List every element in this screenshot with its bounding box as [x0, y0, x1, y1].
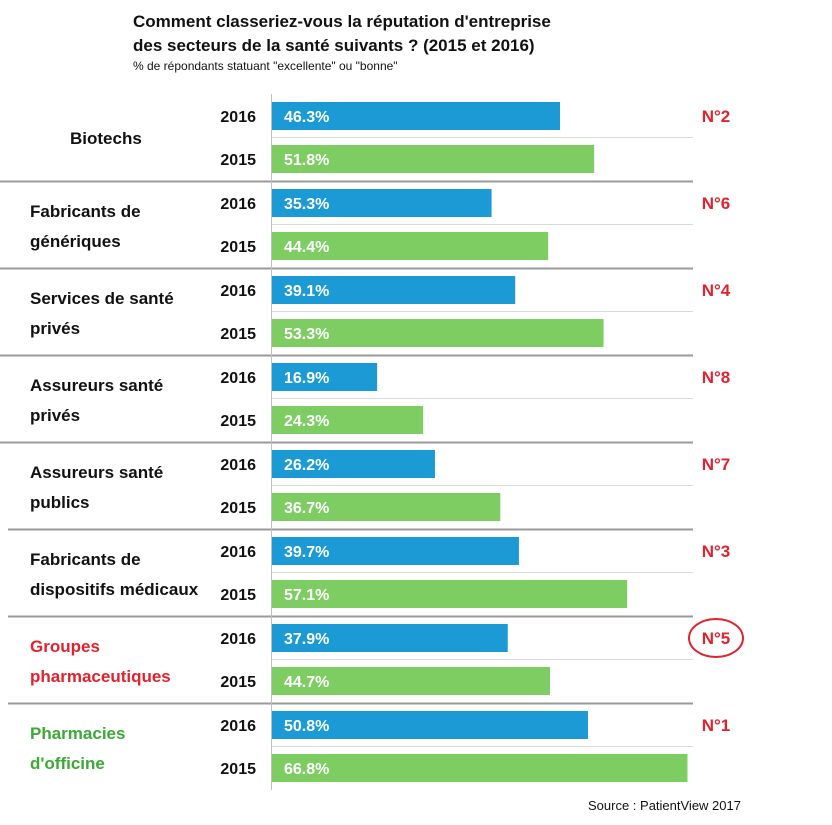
bar-2016 — [272, 450, 435, 478]
bar-value-label: 46.3% — [284, 109, 329, 126]
year-label: 2016 — [220, 631, 256, 648]
year-label: 2015 — [220, 152, 256, 169]
year-label: 2015 — [220, 326, 256, 343]
bar-value-label: 35.3% — [284, 196, 329, 213]
rank-label: N°8 — [702, 368, 731, 387]
category-label: génériques — [30, 232, 121, 251]
bar-value-label: 26.2% — [284, 457, 329, 474]
year-label: 2016 — [220, 544, 256, 561]
bar-value-label: 53.3% — [284, 326, 329, 343]
bar-2015 — [272, 232, 549, 260]
category-label: Fabricants de — [30, 202, 141, 221]
year-label: 2016 — [220, 718, 256, 735]
title-block: Comment classeriez-vous la réputation d'… — [133, 10, 733, 74]
bar-2016 — [272, 189, 492, 217]
bar-value-label: 44.4% — [284, 239, 329, 256]
bar-value-label: 24.3% — [284, 413, 329, 430]
category-label: dispositifs médicaux — [30, 580, 199, 599]
category-label: Assureurs santé — [30, 376, 163, 395]
bar-2015 — [272, 145, 595, 173]
bar-value-label: 50.8% — [284, 718, 329, 735]
bar-2016 — [272, 102, 560, 130]
bar-2016 — [272, 537, 519, 565]
category-label: Biotechs — [70, 129, 142, 148]
bar-2016 — [272, 624, 508, 652]
bar-value-label: 37.9% — [284, 631, 329, 648]
category-label: privés — [30, 319, 80, 338]
rank-label: N°5 — [702, 629, 731, 648]
year-label: 2015 — [220, 761, 256, 778]
bar-value-label: 57.1% — [284, 587, 329, 604]
rank-label: N°2 — [702, 107, 731, 126]
year-label: 2016 — [220, 370, 256, 387]
category-label: publics — [30, 493, 90, 512]
bar-2015 — [272, 580, 628, 608]
bar-value-label: 44.7% — [284, 674, 329, 691]
category-label: pharmaceutiques — [30, 667, 171, 686]
bar-value-label: 66.8% — [284, 761, 329, 778]
bar-value-label: 39.1% — [284, 283, 329, 300]
chart-title-line-2: des secteurs de la santé suivants ? (201… — [133, 36, 535, 55]
chart-title-line-1: Comment classeriez-vous la réputation d'… — [133, 12, 551, 31]
category-label: Fabricants de — [30, 550, 141, 569]
bar-2015 — [272, 406, 424, 434]
bar-value-label: 36.7% — [284, 500, 329, 517]
year-label: 2016 — [220, 457, 256, 474]
rank-label: N°7 — [702, 455, 731, 474]
rank-label: N°6 — [702, 194, 731, 213]
category-label: privés — [30, 406, 80, 425]
bar-2015 — [272, 667, 551, 695]
bar-2016 — [272, 711, 588, 739]
year-label: 2015 — [220, 587, 256, 604]
bar-value-label: 16.9% — [284, 370, 329, 387]
chart-subtitle: % de répondants statuant "excellente" ou… — [133, 59, 398, 73]
year-label: 2015 — [220, 239, 256, 256]
bar-2016 — [272, 276, 516, 304]
rank-label: N°4 — [702, 281, 731, 300]
year-label: 2016 — [220, 196, 256, 213]
year-label: 2015 — [220, 413, 256, 430]
source-note: Source : PatientView 2017 — [588, 798, 741, 813]
bar-2015 — [272, 319, 604, 347]
bar-2015 — [272, 493, 501, 521]
bar-2016 — [272, 363, 378, 391]
year-label: 2015 — [220, 500, 256, 517]
category-label: Pharmacies — [30, 724, 125, 743]
category-label: Assureurs santé — [30, 463, 163, 482]
rank-highlight-circle — [688, 618, 744, 658]
category-label: Services de santé — [30, 289, 174, 308]
rank-label: N°3 — [702, 542, 731, 561]
category-label: Groupes — [30, 637, 100, 656]
bar-value-label: 51.8% — [284, 152, 329, 169]
year-label: 2016 — [220, 109, 256, 126]
bar-2015 — [272, 754, 688, 782]
rank-label: N°1 — [702, 716, 731, 735]
category-label: d'officine — [30, 754, 105, 773]
bar-value-label: 39.7% — [284, 544, 329, 561]
year-label: 2016 — [220, 283, 256, 300]
year-label: 2015 — [220, 674, 256, 691]
